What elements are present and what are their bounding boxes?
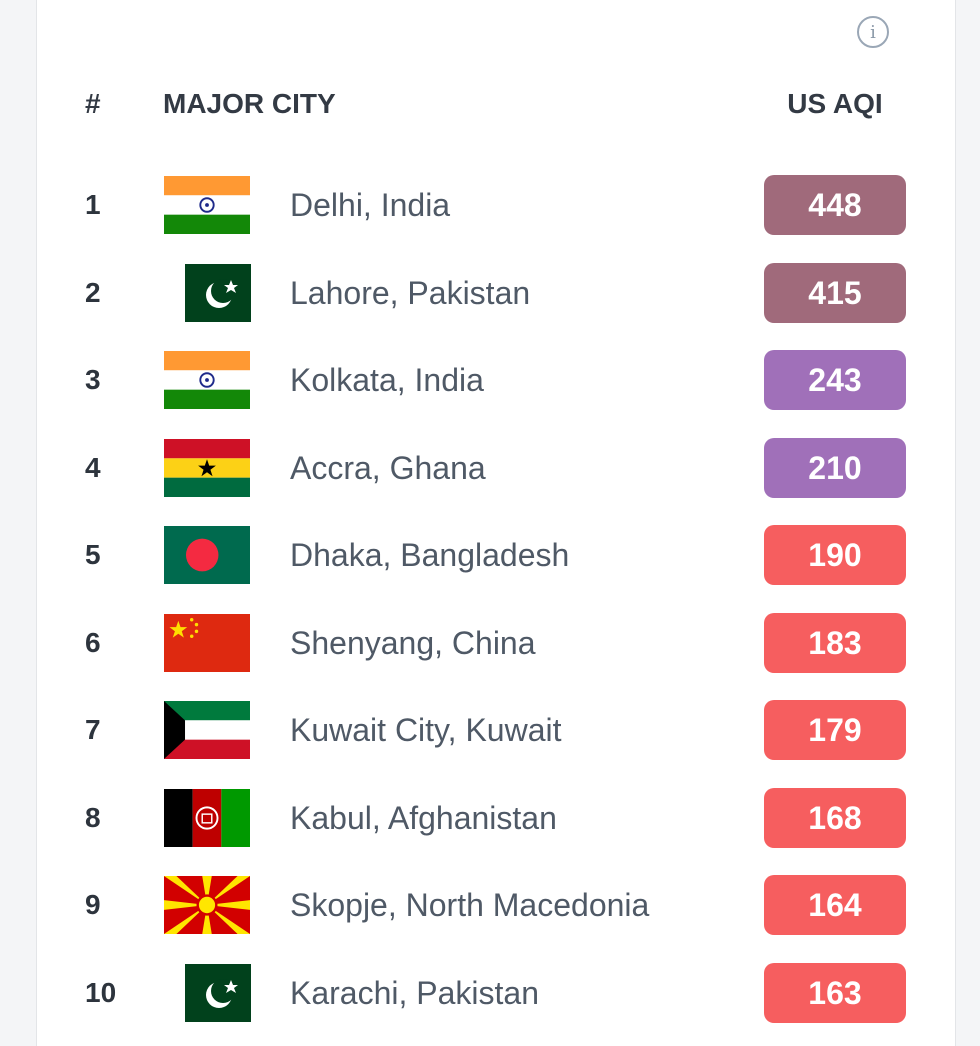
aqi-badge[interactable]: 448 [764, 175, 906, 235]
aqi-badge[interactable]: 415 [764, 263, 906, 323]
city-name-link[interactable]: Accra, Ghana [290, 450, 486, 486]
aqi-badge[interactable]: 183 [764, 613, 906, 673]
aqi-badge[interactable]: 179 [764, 700, 906, 760]
rank-column-header: # [85, 88, 101, 119]
ghana-flag-icon [164, 439, 250, 497]
bangladesh-flag-icon [164, 526, 250, 584]
rank-number: 8 [85, 802, 101, 833]
city-name-link[interactable]: Lahore, Pakistan [290, 275, 531, 311]
afghanistan-flag-icon [164, 789, 250, 847]
city-column-header: MAJOR CITY [163, 88, 336, 119]
rank-number: 2 [85, 277, 101, 308]
rank-number: 6 [85, 627, 101, 658]
china-flag-icon [164, 614, 250, 672]
rank-number: 9 [85, 889, 101, 920]
aqi-badge[interactable]: 243 [764, 350, 906, 410]
rank-number: 3 [85, 364, 101, 395]
kuwait-flag-icon [164, 701, 250, 759]
india-flag-icon [164, 351, 250, 409]
city-row[interactable]: 3 Kolkata, India 243 [37, 350, 955, 410]
city-name-link[interactable]: Skopje, North Macedonia [290, 887, 650, 923]
city-row[interactable]: 10 Karachi, Pakistan 163 [37, 963, 955, 1023]
city-name-link[interactable]: Kuwait City, Kuwait [290, 712, 562, 748]
city-row[interactable]: 5 Dhaka, Bangladesh 190 [37, 525, 955, 585]
rank-number: 7 [85, 714, 101, 745]
aqi-column-header: US AQI [787, 88, 883, 119]
city-name-link[interactable]: Delhi, India [290, 187, 451, 223]
city-name-link[interactable]: Karachi, Pakistan [290, 975, 540, 1011]
pakistan-flag-icon [185, 964, 251, 1022]
city-name-link[interactable]: Shenyang, China [290, 625, 536, 661]
city-name-link[interactable]: Kolkata, India [290, 362, 484, 398]
aqi-badge[interactable]: 164 [764, 875, 906, 935]
aqi-badge[interactable]: 190 [764, 525, 906, 585]
rank-number: 5 [85, 539, 101, 570]
city-name-link[interactable]: Kabul, Afghanistan [290, 800, 557, 836]
city-name-link[interactable]: Dhaka, Bangladesh [290, 537, 570, 573]
city-row[interactable]: 7 Kuwait City, Kuwait 179 [37, 700, 955, 760]
aqi-badge[interactable]: 210 [764, 438, 906, 498]
rank-number: 10 [85, 977, 117, 1008]
ranking-panel: i # MAJOR CITY US AQI 1 Delhi, India 448 2 L… [36, 0, 956, 1046]
north-macedonia-flag-icon [164, 876, 250, 934]
city-row[interactable]: 9 Skopje, North Macedonia 164 [37, 875, 955, 935]
city-row[interactable]: 6 Shenyang, China 183 [37, 613, 955, 673]
city-ranking-list: 1 Delhi, India 448 2 Lahore, Pakistan 415 3 Kol… [37, 0, 955, 1046]
city-row[interactable]: 8 Kabul, Afghanistan 168 [37, 788, 955, 848]
rank-number: 1 [85, 189, 101, 220]
pakistan-flag-icon [185, 264, 251, 322]
info-icon[interactable]: i [857, 16, 889, 48]
city-row[interactable]: 2 Lahore, Pakistan 415 [37, 263, 955, 323]
india-flag-icon [164, 176, 250, 234]
city-row[interactable]: 4 Accra, Ghana 210 [37, 438, 955, 498]
aqi-badge[interactable]: 163 [764, 963, 906, 1023]
aqi-badge[interactable]: 168 [764, 788, 906, 848]
rank-number: 4 [85, 452, 101, 483]
city-row[interactable]: 1 Delhi, India 448 [37, 175, 955, 235]
